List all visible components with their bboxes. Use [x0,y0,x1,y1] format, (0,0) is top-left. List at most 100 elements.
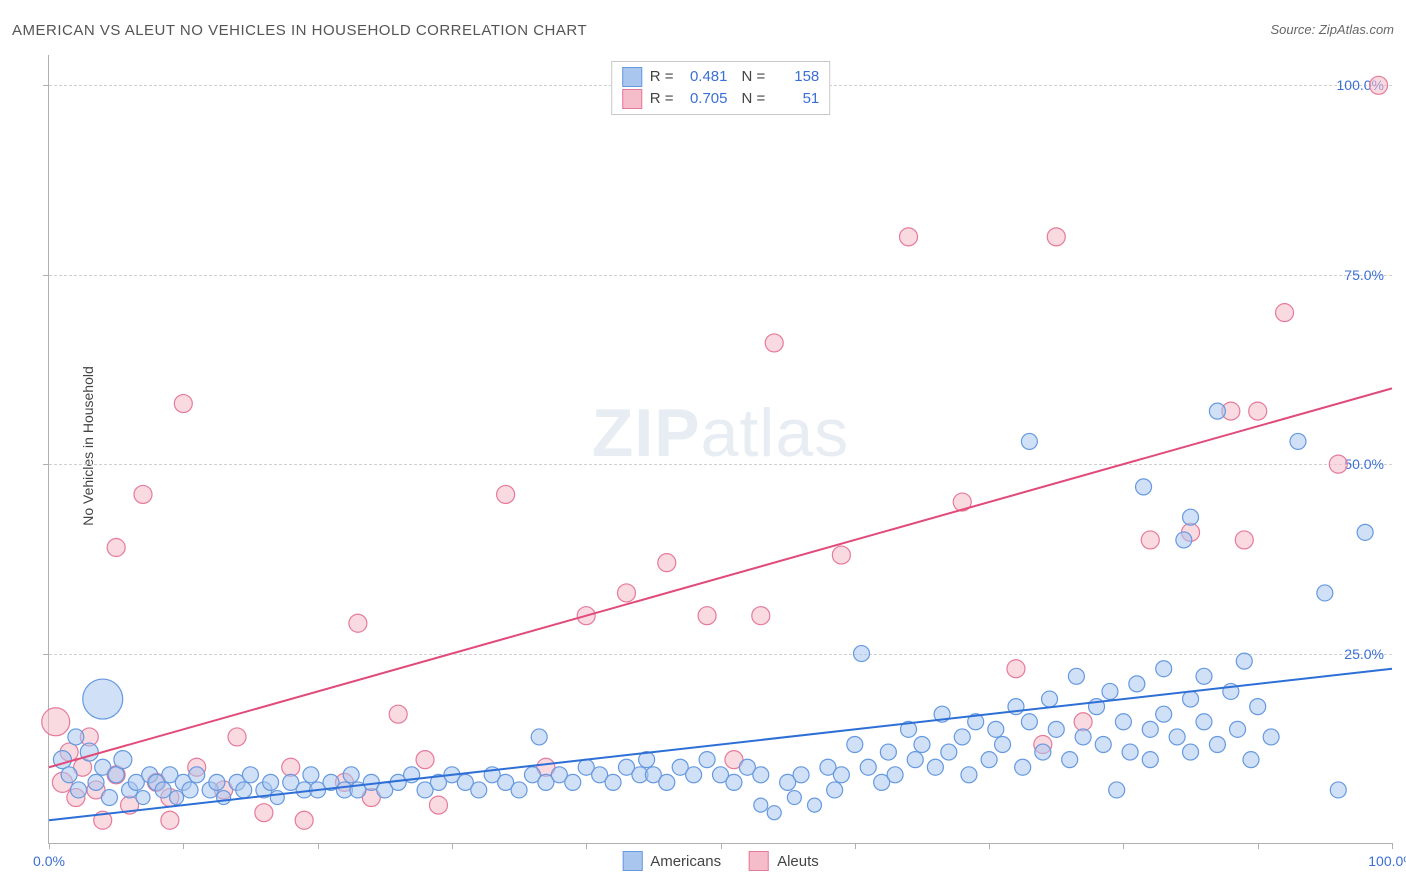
r-value: 0.705 [682,88,728,110]
data-point [1329,455,1347,473]
data-point [136,791,150,805]
data-point [270,791,284,805]
data-point [429,796,447,814]
data-point [754,798,768,812]
data-point [833,767,849,783]
data-point [71,782,87,798]
x-tick [586,843,587,849]
data-point [1141,531,1159,549]
data-point [605,774,621,790]
data-point [787,791,801,805]
data-point [1062,752,1078,768]
data-point [134,485,152,503]
data-point [217,791,231,805]
x-tick [721,843,722,849]
data-point [416,751,434,769]
data-point [174,395,192,413]
data-point [827,782,843,798]
data-point [658,554,676,572]
legend-label: Aleuts [777,853,819,870]
data-point [1243,752,1259,768]
n-value: 158 [773,66,819,88]
data-point [189,767,205,783]
data-point [961,767,977,783]
data-point [565,774,581,790]
data-point [941,744,957,760]
data-point [1209,403,1225,419]
data-point [303,767,319,783]
data-point [1330,782,1346,798]
data-point [389,705,407,723]
data-point [659,774,675,790]
data-point [1075,729,1091,745]
x-tick [49,843,50,849]
x-tick [855,843,856,849]
data-point [995,737,1011,753]
data-point [1102,683,1118,699]
data-point [1196,714,1212,730]
data-point [907,752,923,768]
data-point [880,744,896,760]
data-point [808,798,822,812]
data-point [1047,228,1065,246]
x-tick [1392,843,1393,849]
r-value: 0.481 [682,66,728,88]
data-point [1035,744,1051,760]
data-point [263,774,279,790]
n-value: 51 [773,88,819,110]
data-point [343,767,359,783]
data-point [1169,729,1185,745]
data-point [686,767,702,783]
data-point [471,782,487,798]
series-legend: Americans Aleuts [622,851,819,871]
data-point [1021,433,1037,449]
data-point [1196,668,1212,684]
data-point [726,774,742,790]
data-point [1074,713,1092,731]
data-point [1183,691,1199,707]
series-swatch [622,89,642,109]
data-point [1042,691,1058,707]
scatter-plot: ZIPatlas 25.0%50.0%75.0%100.0% 0.0%100.0… [48,55,1392,844]
data-point [108,767,124,783]
data-point [1109,782,1125,798]
data-point [1263,729,1279,745]
data-point [88,774,104,790]
data-point [954,729,970,745]
data-point [887,767,903,783]
data-point [42,708,70,736]
x-tick [183,843,184,849]
x-tick-label: 0.0% [33,853,65,869]
data-point [1176,532,1192,548]
data-point [182,782,198,798]
data-point [1156,706,1172,722]
n-label: N = [742,66,766,88]
data-point [854,646,870,662]
data-point [61,767,77,783]
data-point [1250,699,1266,715]
data-point [1007,660,1025,678]
data-point [981,752,997,768]
data-point [1142,752,1158,768]
legend-item: Americans [622,851,721,871]
data-point [927,759,943,775]
data-point [1095,737,1111,753]
data-point [1317,585,1333,601]
data-point [209,774,225,790]
data-point [1068,668,1084,684]
legend-label: Americans [650,853,721,870]
x-tick [989,843,990,849]
data-point [753,767,769,783]
data-point [1048,721,1064,737]
data-point [255,804,273,822]
data-point [1276,304,1294,322]
trend-line [49,388,1392,767]
stats-row: R =0.705N =51 [622,88,820,110]
data-point [847,737,863,753]
data-point [511,782,527,798]
legend-item: Aleuts [749,851,819,871]
legend-swatch [749,851,769,871]
r-label: R = [650,66,674,88]
source-attribution: Source: ZipAtlas.com [1270,22,1394,37]
data-point [114,751,132,769]
